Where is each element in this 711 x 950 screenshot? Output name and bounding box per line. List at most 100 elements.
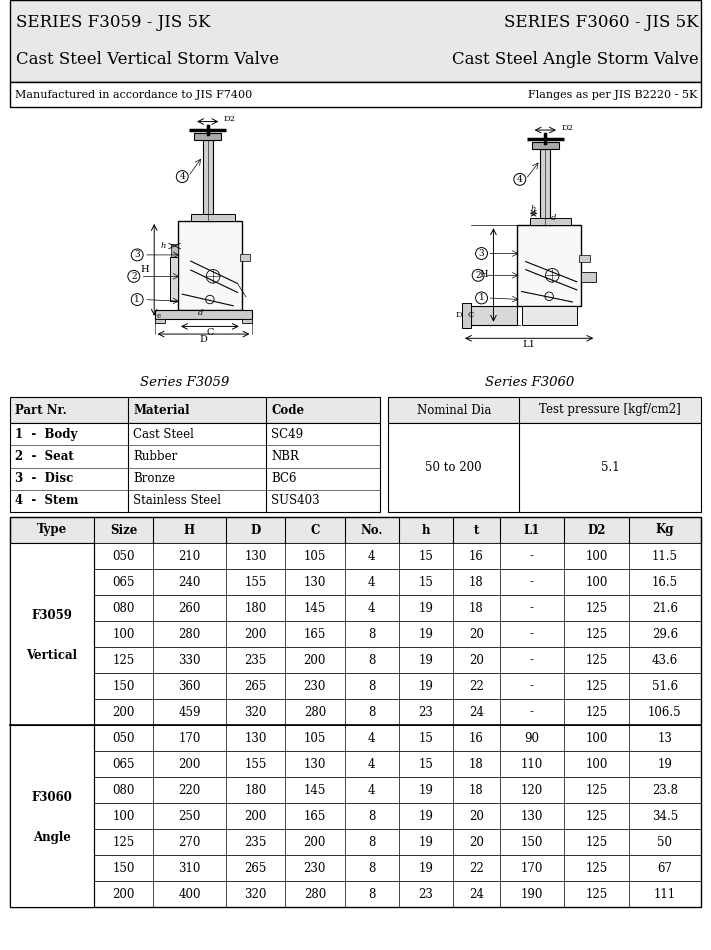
Text: 4: 4: [517, 175, 523, 184]
Text: 100: 100: [585, 549, 608, 562]
Bar: [194, 133, 221, 141]
Text: 23.8: 23.8: [652, 784, 678, 796]
Text: D: D: [455, 312, 462, 319]
Text: Cast Steel: Cast Steel: [133, 428, 194, 441]
Text: 150: 150: [112, 679, 135, 693]
Text: 19: 19: [419, 862, 433, 875]
Text: e: e: [156, 313, 161, 320]
Text: d: d: [550, 215, 556, 222]
Text: 330: 330: [178, 654, 201, 667]
Text: 320: 320: [244, 887, 267, 901]
Bar: [579, 255, 589, 261]
Bar: [10, 647, 701, 673]
Text: 20: 20: [469, 835, 483, 848]
Text: 280: 280: [178, 628, 201, 640]
Text: 210: 210: [178, 549, 201, 562]
Text: Cast Steel Angle Storm Valve: Cast Steel Angle Storm Valve: [452, 51, 699, 68]
Text: 100: 100: [112, 628, 135, 640]
Bar: [10, 855, 701, 881]
Text: 200: 200: [304, 835, 326, 848]
Text: 125: 125: [585, 679, 607, 693]
Text: 145: 145: [304, 784, 326, 796]
Text: Test pressure [kgf/cm2]: Test pressure [kgf/cm2]: [540, 404, 681, 416]
Text: 19: 19: [419, 628, 433, 640]
Text: 15: 15: [419, 732, 433, 745]
Text: H: H: [480, 271, 488, 279]
Text: 18: 18: [469, 601, 483, 615]
Text: SERIES F3060 - JIS 5K: SERIES F3060 - JIS 5K: [504, 13, 699, 30]
Text: SC49: SC49: [271, 428, 303, 441]
Text: 8: 8: [368, 706, 375, 718]
Text: H: H: [184, 523, 195, 537]
Text: 265: 265: [244, 679, 267, 693]
Text: SUS403: SUS403: [271, 494, 320, 507]
Bar: [10, 397, 380, 423]
Text: 360: 360: [178, 679, 201, 693]
Text: 4: 4: [368, 784, 375, 796]
Bar: [169, 256, 178, 301]
Text: 8: 8: [368, 628, 375, 640]
Text: Bronze: Bronze: [133, 472, 175, 485]
Text: Kg: Kg: [656, 523, 674, 537]
Bar: [540, 149, 550, 225]
Text: 4  -  Stem: 4 - Stem: [15, 494, 78, 507]
Text: 15: 15: [419, 576, 433, 588]
Text: 100: 100: [585, 757, 608, 770]
Bar: [242, 319, 252, 323]
Text: Code: Code: [271, 404, 304, 416]
Bar: [581, 272, 597, 282]
Text: 2  -  Seat: 2 - Seat: [15, 450, 74, 463]
Text: Part Nr.: Part Nr.: [15, 404, 67, 416]
Text: 130: 130: [304, 757, 326, 770]
Text: 190: 190: [520, 887, 543, 901]
Text: F3059: F3059: [31, 609, 73, 622]
Text: 11.5: 11.5: [652, 549, 678, 562]
Text: 111: 111: [654, 887, 676, 901]
Text: -: -: [530, 601, 534, 615]
Text: 21.6: 21.6: [652, 601, 678, 615]
Text: 90: 90: [524, 732, 540, 745]
Bar: [10, 595, 701, 621]
Text: 5.1: 5.1: [601, 461, 619, 474]
Text: F3060: F3060: [31, 791, 73, 805]
Text: 130: 130: [520, 809, 543, 823]
Text: 15: 15: [419, 757, 433, 770]
Text: Series F3059: Series F3059: [140, 376, 230, 390]
Text: 18: 18: [469, 576, 483, 588]
Text: 130: 130: [244, 549, 267, 562]
Bar: [10, 569, 701, 595]
Bar: [10, 517, 701, 907]
Text: 235: 235: [244, 654, 267, 667]
Text: 13: 13: [658, 732, 673, 745]
Text: 100: 100: [585, 732, 608, 745]
Text: 22: 22: [469, 862, 483, 875]
Text: NBR: NBR: [271, 450, 299, 463]
Text: No.: No.: [360, 523, 383, 537]
Text: 20: 20: [469, 654, 483, 667]
Text: 19: 19: [658, 757, 673, 770]
Text: H: H: [141, 265, 149, 275]
Text: 51.6: 51.6: [652, 679, 678, 693]
Text: Series F3060: Series F3060: [486, 376, 574, 390]
Bar: [171, 244, 178, 256]
Text: C: C: [467, 312, 474, 319]
Bar: [10, 725, 701, 751]
Text: 105: 105: [304, 732, 326, 745]
Text: D: D: [200, 335, 208, 345]
Text: 265: 265: [244, 862, 267, 875]
Text: 320: 320: [244, 706, 267, 718]
Text: 230: 230: [304, 679, 326, 693]
Bar: [10, 112, 701, 395]
Text: 110: 110: [520, 757, 543, 770]
Text: 20: 20: [469, 809, 483, 823]
Text: 8: 8: [368, 835, 375, 848]
Bar: [388, 423, 701, 512]
Text: 270: 270: [178, 835, 201, 848]
Text: D2: D2: [224, 115, 236, 123]
Text: C: C: [310, 523, 319, 537]
Text: 29.6: 29.6: [652, 628, 678, 640]
Text: 125: 125: [585, 862, 607, 875]
Text: 19: 19: [419, 809, 433, 823]
Text: 065: 065: [112, 576, 135, 588]
Text: Manufactured in accordance to JIS F7400: Manufactured in accordance to JIS F7400: [15, 89, 252, 100]
